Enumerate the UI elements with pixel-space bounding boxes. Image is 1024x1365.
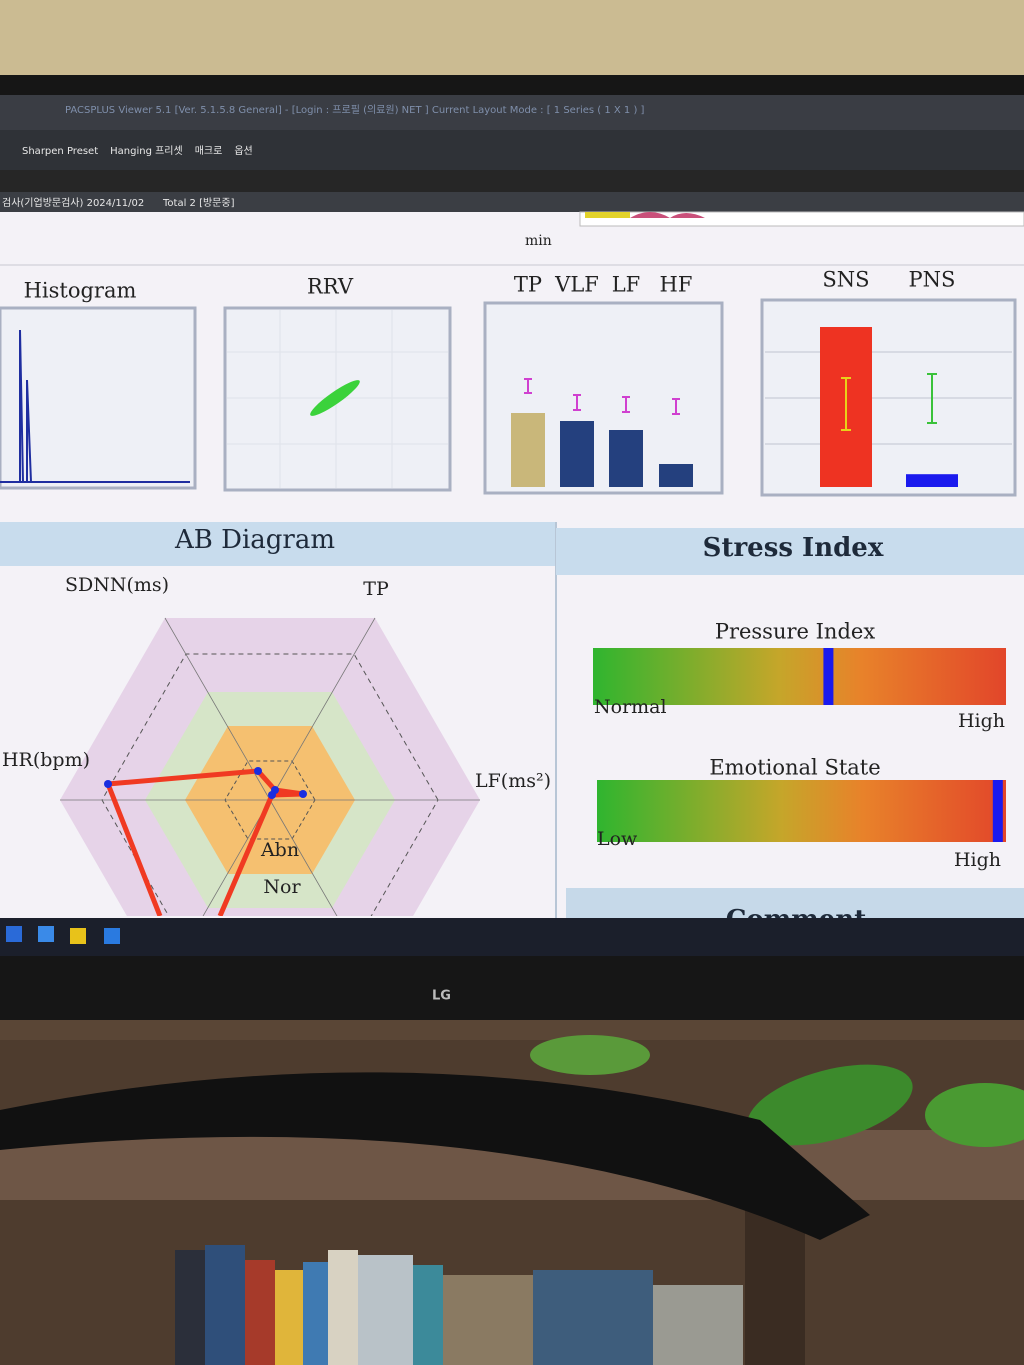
gauge-bar bbox=[597, 780, 1006, 842]
stress-gauges: Pressure Index Normal High Emotional State L… bbox=[593, 620, 1006, 871]
plant bbox=[530, 1035, 1024, 1147]
section-header bbox=[556, 528, 1024, 575]
menu-item: 옵션 bbox=[234, 145, 252, 157]
title-bar bbox=[0, 95, 1024, 130]
rrv-scatter bbox=[310, 380, 360, 416]
histogram-panel bbox=[0, 306, 197, 490]
axis-label: HR(bpm) bbox=[2, 749, 90, 771]
brand-logo: LG bbox=[432, 989, 451, 1004]
window-title: PACSPLUS Viewer 5.1 [Ver. 5.1.5.8 Genera… bbox=[65, 104, 645, 116]
menu-item: Hanging 프리셋 bbox=[110, 145, 183, 157]
section-title: AB Diagram bbox=[174, 525, 335, 555]
spectrum-chart: TP VLF LF HF bbox=[511, 273, 693, 487]
bar bbox=[659, 464, 693, 487]
axis-label: TP bbox=[363, 578, 389, 600]
study-bar bbox=[0, 192, 1024, 212]
study-total: Total 2 [방문중] bbox=[162, 197, 235, 209]
panel-title: PNS bbox=[909, 268, 956, 292]
gauge-high: High bbox=[958, 710, 1005, 732]
ab-hexagon bbox=[60, 617, 480, 916]
toolbar-gap bbox=[0, 170, 1024, 192]
panel-title: SNS bbox=[822, 268, 869, 292]
axis-label: LF(ms²) bbox=[475, 770, 551, 792]
menu-item: 매크로 bbox=[195, 145, 223, 157]
monitor-stand bbox=[0, 1072, 870, 1240]
gauge-marker bbox=[992, 780, 1003, 842]
bar bbox=[560, 421, 594, 487]
books bbox=[175, 1200, 805, 1365]
panel-title: LF bbox=[612, 273, 641, 297]
bar bbox=[609, 430, 643, 487]
gauge-bar bbox=[593, 648, 1006, 705]
menu: Sharpen Preset Hanging 프리셋 매크로 옵션 bbox=[22, 145, 253, 157]
gauge-title: Pressure Index bbox=[715, 620, 876, 644]
timeline-unit: min bbox=[525, 233, 552, 249]
panel-title: Histogram bbox=[24, 279, 137, 303]
bar bbox=[511, 413, 545, 487]
panel-title: RRV bbox=[307, 275, 354, 299]
error-bar bbox=[524, 378, 532, 394]
section-header bbox=[0, 522, 556, 566]
study-info: 검사(기업방문검사) 2024/11/02 bbox=[2, 196, 144, 209]
error-bar bbox=[841, 377, 851, 431]
menu-bar bbox=[0, 130, 1024, 170]
taskbar bbox=[0, 918, 1024, 956]
axis-label: SDNN(ms) bbox=[65, 574, 169, 596]
zone-label: Abn bbox=[260, 839, 299, 861]
menu-item: Sharpen Preset bbox=[22, 146, 98, 157]
taskbar-icons bbox=[6, 926, 120, 944]
panel-title: VLF bbox=[554, 273, 599, 297]
section-title: Stress Index bbox=[703, 533, 884, 563]
gauge-marker bbox=[823, 648, 834, 705]
autonomic-chart: SNS PNS bbox=[820, 268, 958, 487]
error-bar bbox=[573, 394, 581, 411]
bar bbox=[906, 474, 958, 487]
zone-label: Nor bbox=[263, 876, 301, 898]
gauge-title: Emotional State bbox=[709, 756, 880, 780]
error-bar bbox=[672, 398, 680, 415]
gauge-low: Low bbox=[597, 828, 638, 850]
histogram-plot bbox=[0, 329, 190, 483]
gauge-high: High bbox=[954, 849, 1001, 871]
panel-title: TP bbox=[514, 273, 542, 297]
error-bar bbox=[622, 396, 630, 413]
error-bar bbox=[927, 373, 937, 424]
panel-title: HF bbox=[660, 273, 693, 297]
gauge-low: Normal bbox=[594, 696, 667, 718]
